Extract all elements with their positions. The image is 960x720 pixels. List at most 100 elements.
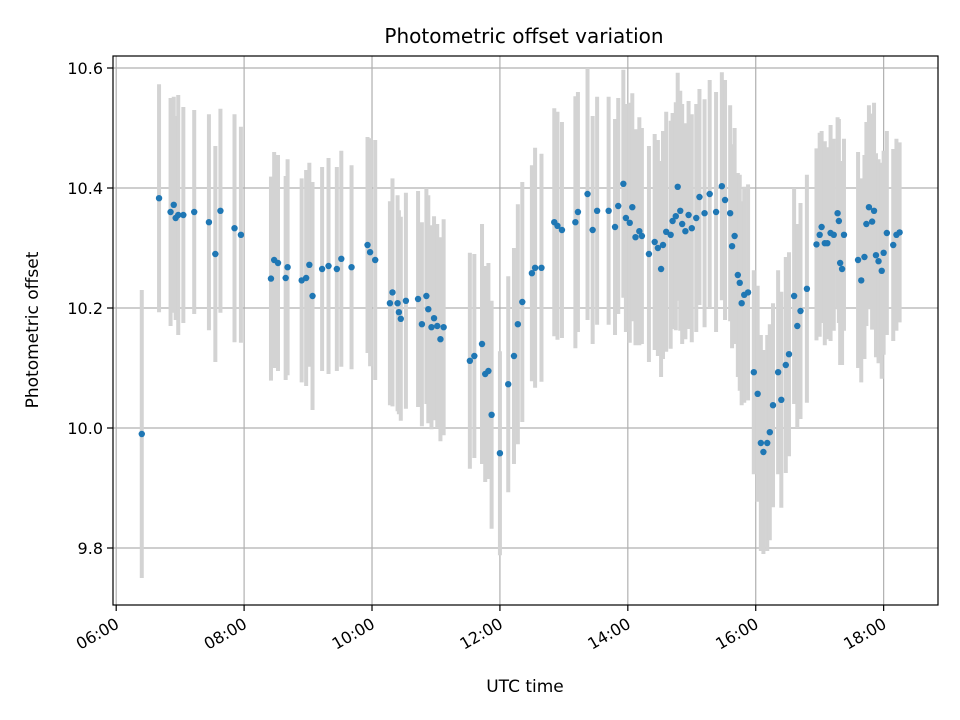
y-tick-label: 10.6 [67, 59, 103, 78]
data-point [712, 208, 720, 216]
data-point [428, 324, 435, 331]
data-point [651, 238, 658, 246]
data-point [701, 210, 708, 217]
data-point [678, 220, 686, 228]
data-point [437, 336, 444, 343]
data-point [760, 448, 767, 456]
data-point [659, 241, 667, 249]
data-point [485, 367, 492, 375]
data-point [790, 292, 798, 300]
data-point [865, 204, 873, 211]
data-point [669, 217, 676, 225]
data-point [366, 249, 374, 256]
data-point [237, 231, 245, 238]
data-point [890, 241, 897, 249]
data-point [868, 218, 876, 225]
data-point [838, 265, 846, 273]
data-point [514, 321, 522, 328]
grid [113, 56, 938, 605]
data-point [693, 214, 700, 222]
data-point [797, 307, 804, 315]
data-point [395, 309, 403, 316]
data-point [338, 255, 345, 262]
data-point [883, 229, 891, 237]
data-point [836, 259, 844, 267]
data-point [685, 211, 692, 219]
data-point [734, 271, 742, 279]
x-tick-label: 10:00 [329, 614, 378, 654]
data-point [309, 292, 316, 300]
data-point [785, 351, 793, 358]
data-point [589, 226, 596, 234]
data-point [471, 352, 478, 360]
data-point [638, 232, 646, 240]
data-point [282, 274, 289, 282]
x-tick-label: 14:00 [584, 614, 633, 654]
data-point [863, 220, 870, 228]
data-point [372, 256, 379, 264]
data-point [584, 190, 591, 198]
data-point [766, 429, 774, 436]
data-point [744, 289, 752, 296]
data-point [478, 340, 486, 348]
data-point [574, 208, 582, 216]
data-point [217, 207, 224, 214]
data-point [284, 264, 291, 271]
data-point [615, 202, 622, 210]
data-point [757, 439, 765, 447]
y-tick-label: 10.2 [67, 299, 103, 318]
data-point [593, 207, 601, 214]
data-point [325, 262, 332, 270]
x-tick-label: 12:00 [456, 614, 505, 654]
y-axis-label: Photometric offset [23, 251, 43, 408]
data-point [394, 300, 401, 307]
data-point [657, 265, 665, 273]
data-point [878, 267, 885, 274]
y-tick-label: 10.0 [67, 419, 103, 438]
x-tick-label: 06:00 [73, 614, 122, 654]
data-point [880, 249, 887, 256]
data-point [875, 258, 882, 265]
data-point [611, 223, 619, 231]
data-point [840, 231, 848, 238]
data-point [736, 279, 743, 286]
data-point [854, 256, 862, 264]
x-tick-label: 16:00 [712, 614, 761, 654]
y-tick-label: 9.8 [78, 539, 103, 558]
data-point [423, 292, 430, 300]
data-point [167, 208, 174, 216]
data-point [274, 259, 282, 267]
data-point [696, 193, 703, 201]
data-point [191, 208, 198, 216]
data-point [386, 300, 394, 307]
data-point [721, 196, 729, 204]
data-point [170, 201, 177, 208]
data-point [538, 264, 545, 271]
data-point [774, 369, 782, 376]
data-point [834, 210, 841, 217]
data-point [205, 219, 213, 226]
x-axis-label: UTC time [486, 677, 564, 697]
data-point [440, 324, 447, 331]
data-point [430, 315, 438, 322]
data-point [750, 369, 758, 376]
data-point [505, 381, 512, 388]
data-point [764, 439, 771, 447]
data-point [620, 180, 627, 187]
data-point [654, 244, 662, 252]
data-point [858, 277, 865, 284]
data-point [333, 265, 341, 273]
data-point [818, 223, 825, 231]
data-point [803, 285, 811, 292]
data-point [794, 322, 801, 330]
data-point [861, 253, 868, 261]
data-point [155, 195, 163, 202]
data-point [138, 430, 145, 438]
data-point [414, 295, 422, 303]
data-point [629, 204, 636, 211]
data-point [554, 222, 561, 229]
x-tick-label: 18:00 [840, 614, 889, 654]
data-point [872, 252, 880, 259]
data-point [754, 390, 761, 397]
